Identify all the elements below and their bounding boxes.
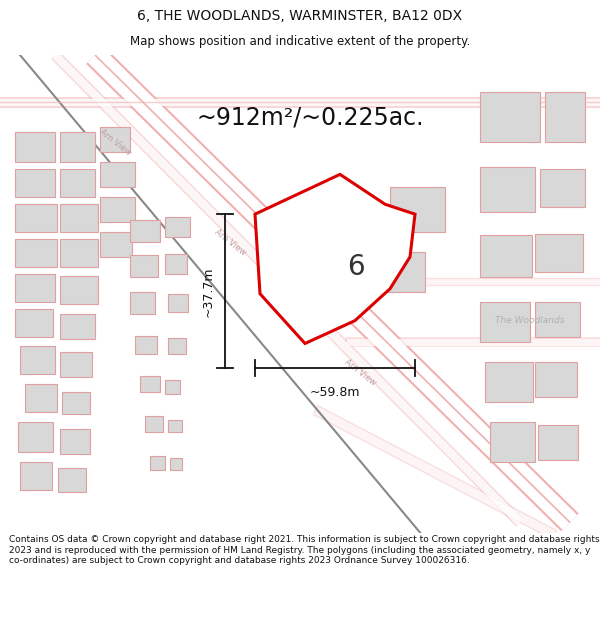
Bar: [15, 274, 55, 302]
Bar: [140, 376, 160, 392]
Bar: [58, 468, 86, 492]
Bar: [60, 352, 92, 377]
Bar: [60, 132, 95, 162]
Bar: [100, 162, 135, 187]
Text: Arn View: Arn View: [98, 127, 133, 157]
Text: 6: 6: [347, 253, 365, 281]
Bar: [540, 169, 585, 207]
Bar: [165, 254, 187, 274]
Bar: [390, 187, 445, 232]
Bar: [535, 302, 580, 338]
Bar: [480, 235, 532, 278]
Bar: [135, 336, 157, 354]
Text: Arn View: Arn View: [343, 357, 377, 388]
Bar: [15, 309, 53, 338]
Bar: [60, 169, 95, 197]
Bar: [100, 197, 135, 222]
Bar: [168, 294, 188, 312]
Bar: [130, 292, 155, 314]
Text: ~37.7m: ~37.7m: [202, 266, 215, 316]
Bar: [168, 421, 182, 432]
Bar: [15, 132, 55, 162]
Bar: [170, 458, 182, 471]
Bar: [100, 232, 132, 258]
Bar: [490, 422, 535, 462]
Bar: [545, 92, 585, 142]
Bar: [480, 92, 540, 142]
Bar: [150, 456, 165, 471]
Bar: [130, 220, 160, 243]
Bar: [20, 346, 55, 374]
Bar: [145, 416, 163, 432]
Bar: [168, 338, 186, 354]
Bar: [535, 362, 577, 398]
Bar: [25, 384, 57, 412]
Bar: [60, 204, 98, 232]
Text: ~59.8m: ~59.8m: [310, 386, 360, 399]
Bar: [60, 276, 98, 304]
Bar: [380, 253, 425, 292]
Bar: [60, 239, 98, 268]
Bar: [165, 217, 190, 238]
Bar: [60, 429, 90, 454]
Bar: [18, 422, 53, 452]
Text: ~912m²/~0.225ac.: ~912m²/~0.225ac.: [196, 105, 424, 129]
Bar: [485, 362, 533, 403]
Text: The Woodlands: The Woodlands: [495, 316, 565, 325]
Bar: [130, 255, 158, 278]
Text: Arn View: Arn View: [212, 227, 247, 258]
Polygon shape: [255, 174, 415, 344]
Bar: [15, 239, 57, 268]
Bar: [62, 392, 90, 414]
Bar: [165, 381, 180, 394]
Bar: [15, 169, 55, 197]
Text: Map shows position and indicative extent of the property.: Map shows position and indicative extent…: [130, 35, 470, 48]
Bar: [480, 302, 530, 343]
Bar: [535, 234, 583, 272]
Bar: [480, 167, 535, 212]
Text: Contains OS data © Crown copyright and database right 2021. This information is : Contains OS data © Crown copyright and d…: [9, 535, 599, 565]
Bar: [538, 426, 578, 461]
Bar: [15, 204, 57, 232]
Text: 6, THE WOODLANDS, WARMINSTER, BA12 0DX: 6, THE WOODLANDS, WARMINSTER, BA12 0DX: [137, 9, 463, 24]
Bar: [60, 314, 95, 339]
Bar: [20, 462, 52, 491]
Bar: [100, 127, 130, 152]
